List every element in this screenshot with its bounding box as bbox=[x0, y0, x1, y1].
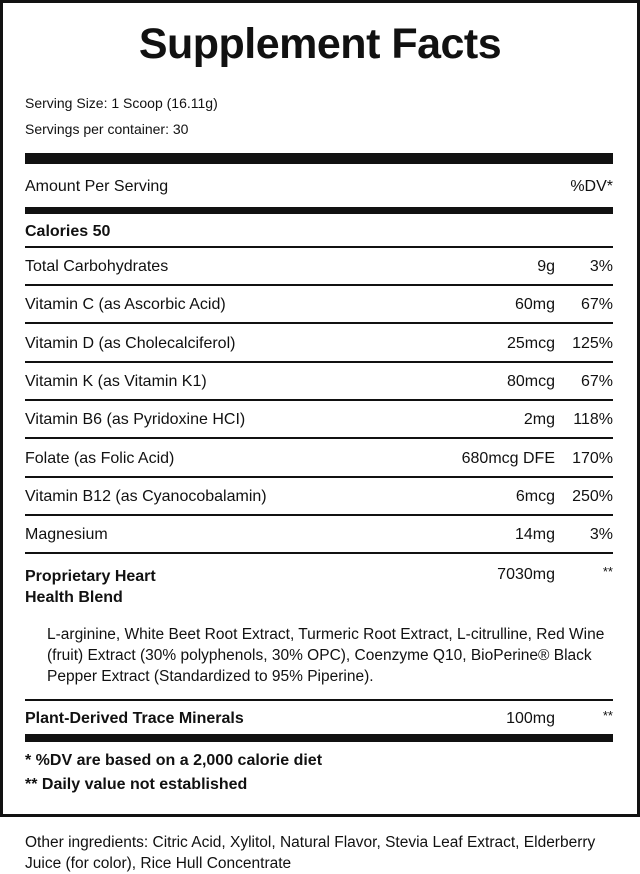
nutrient-dv: 125% bbox=[572, 334, 613, 352]
nutrient-dv: 170% bbox=[572, 449, 613, 467]
nutrient-dv: 3% bbox=[589, 258, 613, 275]
supplement-facts-panel bbox=[0, 0, 640, 817]
nutrient-name: Vitamin C (as Ascorbic Acid) bbox=[25, 296, 226, 314]
nutrient-row: Folate (as Folic Acid) 680mcg DFE 170% bbox=[25, 440, 613, 478]
divider bbox=[25, 475, 613, 478]
divider bbox=[25, 284, 613, 286]
nutrient-name: Magnesium bbox=[25, 526, 108, 544]
nutrient-row: Magnesium 14mg 3% bbox=[25, 516, 613, 555]
blend-ingredients: L-arginine, White Beet Root Extract, Tur… bbox=[47, 626, 605, 685]
blend-amount: 7030mg bbox=[497, 566, 555, 583]
nutrient-amount: 9g bbox=[537, 258, 555, 275]
nutrient-row: Vitamin B12 (as Cyanocobalamin) 6mcg 250% bbox=[25, 478, 613, 516]
footnote: * %DV are based on a 2,000 calorie diet bbox=[25, 752, 323, 769]
calories: Calories 50 bbox=[25, 223, 111, 240]
nutrient-row: Vitamin C (as Ascorbic Acid) 60mg 67% bbox=[25, 286, 613, 325]
trace-minerals-dv: ** bbox=[602, 708, 613, 723]
nutrient-row: Vitamin K (as Vitamin K1) 80mcg 67% bbox=[25, 363, 613, 401]
nutrient-name: Folate (as Folic Acid) bbox=[25, 449, 175, 467]
blend-name-line: Proprietary Heart bbox=[25, 568, 156, 585]
dv-header-label: %DV* bbox=[570, 178, 613, 195]
blend-dv: ** bbox=[602, 564, 613, 579]
divider bbox=[25, 437, 613, 440]
divider bbox=[25, 398, 613, 401]
divider bbox=[25, 552, 613, 555]
nutrient-amount: 80mcg bbox=[506, 372, 555, 390]
nutrient-name: Vitamin D (as Cholecalciferol) bbox=[25, 334, 236, 352]
nutrient-row: Vitamin D (as Cholecalciferol) 25mcg 125% bbox=[25, 325, 613, 363]
nutrient-name: Total Carbohydrates bbox=[25, 258, 169, 275]
nutrient-name: Vitamin K (as Vitamin K1) bbox=[25, 372, 207, 390]
nutrient-dv: 118% bbox=[573, 411, 613, 429]
thick-divider bbox=[25, 207, 613, 214]
divider bbox=[25, 513, 613, 516]
nutrient-name: Vitamin B12 (as Cyanocobalamin) bbox=[25, 487, 267, 505]
footnote: ** Daily value not established bbox=[25, 776, 248, 793]
divider bbox=[25, 246, 613, 248]
nutrient-row: Vitamin B6 (as Pyridoxine HCI) 2mg 118% bbox=[25, 401, 613, 440]
nutrient-row: Total Carbohydrates 9g 3% bbox=[25, 248, 613, 286]
blend-name-line: Health Blend bbox=[25, 589, 123, 606]
amount-per-serving-label: Amount Per Serving bbox=[25, 178, 169, 195]
blend-name: Proprietary Heart Health Blend bbox=[25, 566, 156, 608]
nutrient-amount: 680mcg DFE bbox=[461, 449, 555, 467]
nutrient-amount: 25mcg bbox=[506, 334, 555, 352]
trace-minerals-name: Plant-Derived Trace Minerals bbox=[25, 710, 244, 727]
nutrient-dv: 3% bbox=[589, 526, 613, 544]
thick-divider bbox=[25, 153, 613, 164]
servings-per-container: Servings per container: 30 bbox=[25, 121, 189, 137]
nutrient-name: Vitamin B6 (as Pyridoxine HCI) bbox=[25, 411, 246, 429]
nutrient-dv: 67% bbox=[580, 372, 613, 390]
nutrient-dv: 250% bbox=[572, 487, 613, 505]
panel-title: Supplement Facts bbox=[138, 20, 502, 68]
thick-divider bbox=[25, 734, 613, 742]
nutrient-amount: 2mg bbox=[523, 411, 555, 429]
other-ingredients: Other ingredients: Citric Acid, Xylitol,… bbox=[25, 834, 596, 872]
trace-minerals-amount: 100mg bbox=[506, 710, 555, 727]
nutrient-amount: 14mg bbox=[514, 526, 555, 544]
serving-size: Serving Size: 1 Scoop (16.11g) bbox=[25, 95, 218, 111]
divider bbox=[25, 360, 613, 363]
nutrient-amount: 60mg bbox=[514, 296, 555, 314]
nutrient-dv: 67% bbox=[580, 296, 613, 314]
divider bbox=[25, 322, 613, 325]
nutrient-amount: 6mcg bbox=[515, 487, 555, 505]
divider bbox=[25, 699, 613, 701]
